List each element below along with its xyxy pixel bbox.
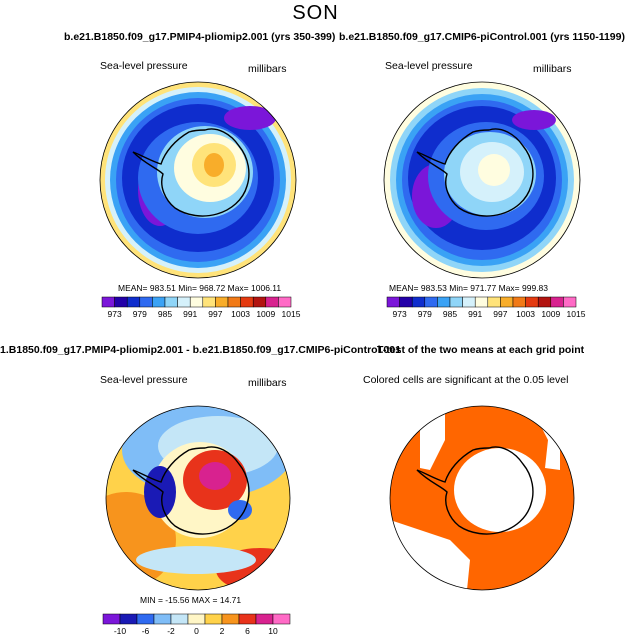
panel4-significance-label: Colored cells are significant at the 0.0… xyxy=(363,374,569,386)
panel1-colorbar-cell xyxy=(177,296,191,308)
panel1-map xyxy=(100,82,296,278)
panel2-colorbar-cell xyxy=(512,296,526,308)
panel2-colorbar-cell xyxy=(386,296,400,308)
panel3-colorbar-tick-label: -10 xyxy=(114,626,127,636)
panel3-low-west xyxy=(144,466,176,518)
panel1-colorbar-cell xyxy=(265,296,279,308)
panel3-colorbar-tick-label: -6 xyxy=(142,626,150,636)
panel1-colorbar-cell xyxy=(240,296,254,308)
panel2-colorbar-cell xyxy=(500,296,514,308)
panel2-colorbar-cell xyxy=(550,296,564,308)
panel3-high-2 xyxy=(199,462,231,490)
panel1-units-label: millibars xyxy=(248,63,287,75)
panel1-colorbar-cell xyxy=(278,296,292,308)
panel1-colorbar-cell xyxy=(202,296,216,308)
panel2-colorbar-cell xyxy=(537,296,552,308)
panel3-colorbar-cell xyxy=(119,613,138,625)
panel2-colorbar-tick-label: 985 xyxy=(443,309,457,319)
panel1-colorbar-cell xyxy=(189,296,204,308)
panel2-colorbar-cell xyxy=(563,296,577,308)
figure-title: SON xyxy=(292,2,339,24)
panel1-colorbar-cell xyxy=(252,296,267,308)
panel3-stats: MIN = -15.56 MAX = 14.71 xyxy=(140,595,242,605)
panel1-colorbar-tick-label: 985 xyxy=(158,309,172,319)
panel2-high xyxy=(478,154,510,186)
panel3-colorbar-cell xyxy=(170,613,189,625)
panel2-colorbar-cell xyxy=(437,296,451,308)
panel1-border xyxy=(99,81,297,279)
panel2-variable-label: Sea-level pressure xyxy=(385,60,473,72)
panel3-colorbar-tick-label: 10 xyxy=(268,626,278,636)
panel2-border xyxy=(383,81,581,279)
panel3-border xyxy=(105,405,291,591)
panel2-colorbar-cell xyxy=(449,296,463,308)
panel2-units-label: millibars xyxy=(533,63,572,75)
panel2-colorbar-tick-label: 1015 xyxy=(567,309,586,319)
panel1-colorbar-cell xyxy=(227,296,241,308)
panel2-colorbar-cell xyxy=(424,296,438,308)
panel3-variable-label: Sea-level pressure xyxy=(100,374,188,386)
panel3-colorbar-cell xyxy=(272,613,291,625)
panel3-colorbar-cell xyxy=(136,613,155,625)
panel2-colorbar-tick-label: 997 xyxy=(493,309,507,319)
panel3-colorbar-cell xyxy=(204,613,223,625)
panel2-stats: MEAN= 983.53 Min= 971.77 Max= 999.83 xyxy=(389,283,549,293)
panel1-high-2 xyxy=(204,153,224,177)
panel1-colorbar-tick-label: 991 xyxy=(183,309,197,319)
panel1-colorbar-tick-label: 997 xyxy=(208,309,222,319)
panel2-colorbar-tick-label: 979 xyxy=(418,309,432,319)
panel1-colorbar-cell xyxy=(215,296,229,308)
panel4-nonsig-center xyxy=(454,448,546,532)
panel3-colorbar-cell xyxy=(153,613,172,625)
panel3-colorbar-cell xyxy=(221,613,240,625)
panel4-map xyxy=(390,406,574,590)
panel1-colorbar-cell xyxy=(126,296,141,308)
panel2-colorbar-cell xyxy=(525,296,539,308)
panel3-field-south xyxy=(136,546,256,574)
panel2-colorbar-cell xyxy=(399,296,413,308)
panel3-title: b.e21.B1850.f09_g17.PMIP4-pliomip2.001 -… xyxy=(0,344,401,356)
panel3-colorbar-tick-label: -2 xyxy=(167,626,175,636)
panel4-border xyxy=(389,405,575,591)
panel2-colorbar-cell xyxy=(487,296,501,308)
panel3-colorbar-cell xyxy=(238,613,257,625)
panel1-colorbar-cell xyxy=(139,296,153,308)
panel1-variable-label: Sea-level pressure xyxy=(100,60,188,72)
panel2-colorbar-tick-label: 1009 xyxy=(541,309,560,319)
panel3-colorbar-cell xyxy=(102,613,121,625)
panel1-colorbar-tick-label: 979 xyxy=(133,309,147,319)
panel2-colorbar-cell xyxy=(462,296,476,308)
panel1-colorbar-tick-label: 1009 xyxy=(256,309,275,319)
panel1-stats: MEAN= 983.51 Min= 968.72 Max= 1006.11 xyxy=(118,283,282,293)
panel2-colorbar-tick-label: 973 xyxy=(393,309,407,319)
panel2-map xyxy=(384,82,580,278)
panel1-colorbar-cell xyxy=(152,296,166,308)
panel1-colorbar-cell xyxy=(164,296,178,308)
panel2-colorbar-cell xyxy=(474,296,489,308)
panel2-colorbar: 973 979 985 991 997 1003 1009 1015 xyxy=(386,296,586,319)
panel1-colorbar-cell xyxy=(101,296,115,308)
panel3-units-label: millibars xyxy=(248,377,287,389)
panel3-colorbar-cell xyxy=(255,613,274,625)
panel1-trough-north xyxy=(224,106,276,130)
panel2-colorbar-tick-label: 1003 xyxy=(516,309,535,319)
panel1-title: b.e21.B1850.f09_g17.PMIP4-pliomip2.001 (… xyxy=(64,31,336,43)
panel3-map xyxy=(106,406,290,590)
panel3-colorbar-tick-label: 6 xyxy=(245,626,250,636)
panel4-title: T-test of the two means at each grid poi… xyxy=(377,344,585,356)
panel2-title: b.e21.B1850.f09_g17.CMIP6-piControl.001 … xyxy=(339,31,625,43)
panel3-colorbar: -10 -6 -2 0 2 6 10 xyxy=(102,613,291,636)
panel1-colorbar-tick-label: 1003 xyxy=(231,309,250,319)
panel1-colorbar-tick-label: 973 xyxy=(108,309,122,319)
panel2-trough-north xyxy=(512,110,556,130)
panel2-colorbar-cell xyxy=(411,296,426,308)
panel2-colorbar-tick-label: 991 xyxy=(468,309,482,319)
panel3-colorbar-cell xyxy=(187,613,206,625)
panel3-colorbar-tick-label: 0 xyxy=(194,626,199,636)
panel1-colorbar-tick-label: 1015 xyxy=(282,309,301,319)
panel3-colorbar-tick-label: 2 xyxy=(220,626,225,636)
panel1-colorbar-cell xyxy=(114,296,128,308)
panel1-colorbar: 973 979 985 991 997 1003 1009 1015 xyxy=(101,296,301,319)
